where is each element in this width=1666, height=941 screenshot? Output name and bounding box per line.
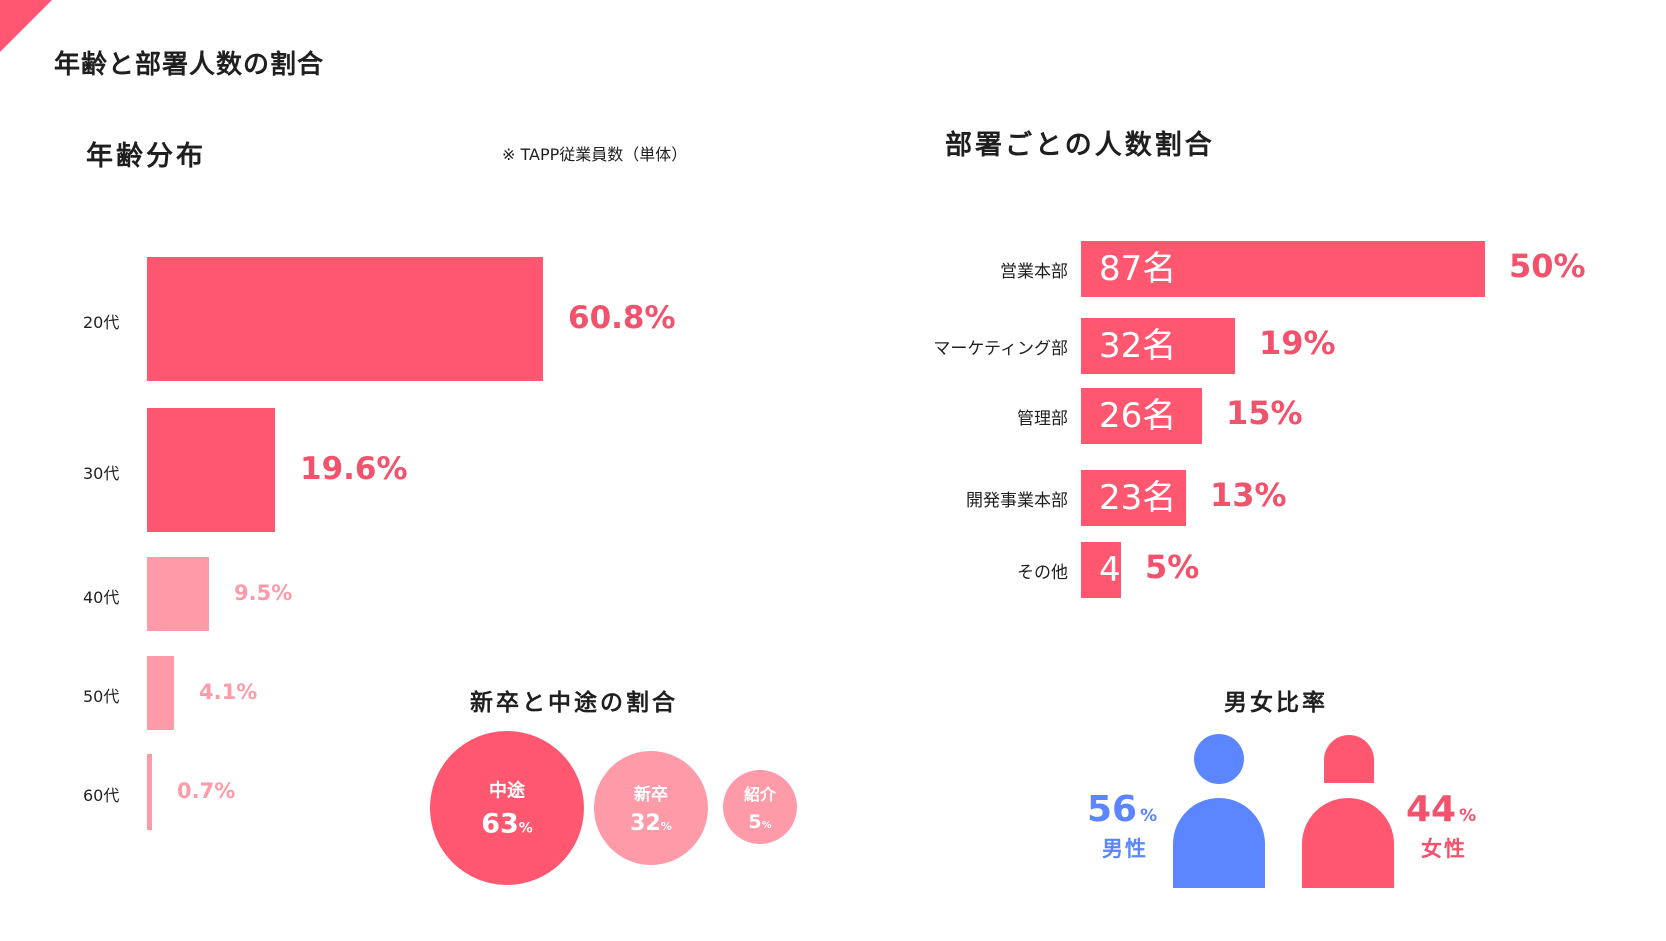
hire-bubble: 中途 63%: [430, 731, 584, 885]
age-bar: [147, 656, 174, 730]
age-section-title: 年齢分布: [86, 141, 206, 172]
hire-bubble-unit: %: [518, 820, 533, 837]
gender-percent: 56%: [1087, 789, 1157, 830]
hire-bubble-unit: %: [660, 820, 672, 833]
hire-bubble-value: 63%: [430, 809, 584, 840]
hire-bubble-number: 63: [481, 808, 519, 840]
dept-percent-label: 50%: [1509, 247, 1586, 285]
hire-bubble-label: 紹介: [743, 785, 776, 804]
dept-bar: 87名: [1081, 241, 1485, 297]
hire-bubble-content: 紹介 5%: [723, 781, 797, 833]
dept-bar: 26名: [1081, 388, 1202, 444]
hire-bubble-number: 5: [748, 811, 762, 833]
male-figure-head: [1194, 734, 1244, 784]
gender-percent: 44%: [1406, 789, 1476, 830]
dept-category-label: 営業本部: [1000, 262, 1068, 282]
gender-percent-number: 44: [1406, 789, 1457, 830]
age-bar: [147, 257, 543, 381]
hire-section-title: 新卒と中途の割合: [470, 690, 678, 716]
age-category-label: 60代: [83, 786, 120, 805]
hire-bubble-content: 新卒 32%: [594, 780, 708, 836]
dept-percent-label: 5%: [1145, 548, 1200, 586]
age-percent-label: 60.8%: [568, 299, 676, 336]
female-figure-body: [1302, 798, 1394, 888]
hire-bubble: 新卒 32%: [594, 751, 708, 865]
age-category-label: 40代: [83, 588, 120, 607]
dept-category-label: 開発事業本部: [966, 491, 1068, 511]
age-percent-label: 9.5%: [234, 580, 293, 605]
dept-category-label: マーケティング部: [933, 339, 1068, 359]
age-percent-label: 19.6%: [300, 450, 408, 487]
hire-bubble-content: 中途 63%: [430, 777, 584, 840]
age-bar: [147, 557, 209, 631]
corner-triangle-decoration: [0, 0, 52, 52]
hire-bubble-value: 32%: [594, 811, 708, 836]
hire-bubble-label: 中途: [489, 780, 525, 802]
dept-percent-label: 19%: [1259, 324, 1336, 362]
dept-percent-label: 15%: [1226, 394, 1303, 432]
dept-category-label: 管理部: [1017, 409, 1068, 429]
dept-section-title: 部署ごとの人数割合: [945, 130, 1215, 161]
age-category-label: 50代: [83, 687, 120, 706]
gender-percent-number: 56: [1087, 789, 1138, 830]
dept-bar: 23名: [1081, 470, 1186, 526]
hire-bubble: 紹介 5%: [723, 770, 797, 844]
gender-percent-unit: %: [1459, 806, 1477, 826]
gender-section-title: 男女比率: [1224, 690, 1328, 716]
age-bar: [147, 754, 152, 830]
age-category-label: 30代: [83, 464, 120, 483]
hire-bubble-value: 5%: [723, 811, 797, 833]
age-category-label: 20代: [83, 313, 120, 332]
male-figure-body: [1173, 798, 1265, 888]
age-section-note: ※ TAPP従業員数（単体）: [502, 145, 688, 164]
dept-bar: 32名: [1081, 318, 1235, 374]
hire-bubble-unit: %: [761, 820, 772, 831]
female-figure-head: [1324, 735, 1374, 783]
page-title: 年齢と部署人数の割合: [54, 50, 325, 80]
hire-bubble-number: 32: [630, 811, 661, 836]
hire-bubble-label: 新卒: [634, 785, 668, 805]
gender-label: 男性: [1102, 837, 1148, 861]
gender-label: 女性: [1421, 837, 1467, 861]
age-percent-label: 4.1%: [199, 679, 258, 704]
dept-category-label: その他: [1017, 563, 1068, 583]
age-percent-label: 0.7%: [177, 778, 236, 803]
gender-percent-unit: %: [1140, 806, 1158, 826]
dept-percent-label: 13%: [1210, 476, 1287, 514]
dept-bar: 4名: [1081, 542, 1155, 598]
age-bar: [147, 408, 275, 532]
